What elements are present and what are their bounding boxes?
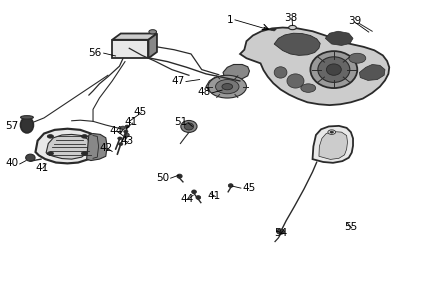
Polygon shape — [274, 33, 320, 55]
Ellipse shape — [125, 133, 129, 137]
Text: 41: 41 — [35, 163, 48, 173]
Text: 44: 44 — [180, 194, 193, 204]
Text: 50: 50 — [157, 172, 170, 183]
Ellipse shape — [177, 174, 182, 178]
Polygon shape — [319, 131, 347, 159]
Ellipse shape — [21, 117, 33, 133]
Ellipse shape — [311, 51, 357, 88]
Polygon shape — [112, 34, 157, 40]
Ellipse shape — [287, 74, 304, 88]
Ellipse shape — [228, 184, 233, 187]
Polygon shape — [269, 28, 276, 31]
Ellipse shape — [192, 190, 196, 194]
Ellipse shape — [118, 143, 123, 146]
Polygon shape — [240, 28, 389, 105]
Text: 47: 47 — [172, 76, 184, 86]
Ellipse shape — [82, 135, 88, 138]
Text: 41: 41 — [208, 191, 221, 201]
Text: 55: 55 — [344, 222, 357, 232]
Ellipse shape — [149, 30, 157, 34]
Ellipse shape — [21, 116, 33, 119]
Ellipse shape — [184, 123, 193, 130]
Ellipse shape — [277, 229, 284, 234]
Text: 42: 42 — [99, 143, 112, 153]
Ellipse shape — [118, 137, 122, 140]
Polygon shape — [87, 133, 107, 160]
Polygon shape — [313, 126, 353, 163]
Text: 57: 57 — [5, 121, 18, 131]
Ellipse shape — [330, 131, 333, 133]
Polygon shape — [112, 40, 148, 58]
Ellipse shape — [48, 152, 53, 155]
Ellipse shape — [208, 75, 247, 98]
Text: 43: 43 — [121, 136, 134, 146]
Polygon shape — [46, 134, 90, 159]
Ellipse shape — [215, 79, 239, 94]
Text: 44: 44 — [110, 126, 123, 136]
Polygon shape — [325, 31, 353, 45]
Ellipse shape — [318, 57, 350, 82]
Polygon shape — [360, 65, 385, 80]
Text: 56: 56 — [88, 48, 102, 58]
Ellipse shape — [289, 26, 296, 30]
Text: 48: 48 — [197, 87, 210, 97]
Ellipse shape — [196, 196, 201, 199]
Ellipse shape — [121, 126, 125, 129]
Ellipse shape — [48, 135, 53, 138]
Text: 54: 54 — [274, 228, 287, 238]
Ellipse shape — [124, 130, 128, 133]
Ellipse shape — [26, 154, 35, 161]
Polygon shape — [206, 76, 240, 95]
Ellipse shape — [328, 130, 335, 134]
Text: 45: 45 — [242, 183, 255, 193]
Text: 45: 45 — [133, 107, 147, 117]
Text: 51: 51 — [174, 117, 187, 127]
Text: 39: 39 — [348, 16, 362, 26]
Polygon shape — [148, 34, 157, 58]
Text: 40: 40 — [5, 158, 18, 168]
Ellipse shape — [181, 121, 197, 132]
Ellipse shape — [125, 125, 129, 128]
Polygon shape — [223, 65, 249, 79]
Ellipse shape — [349, 53, 366, 63]
Text: 1: 1 — [227, 15, 234, 25]
Ellipse shape — [274, 67, 287, 78]
Polygon shape — [36, 129, 99, 163]
Text: 41: 41 — [125, 117, 138, 127]
Ellipse shape — [222, 84, 233, 90]
Text: 38: 38 — [284, 13, 298, 24]
Ellipse shape — [82, 152, 88, 155]
Ellipse shape — [326, 64, 341, 75]
Ellipse shape — [301, 84, 316, 92]
